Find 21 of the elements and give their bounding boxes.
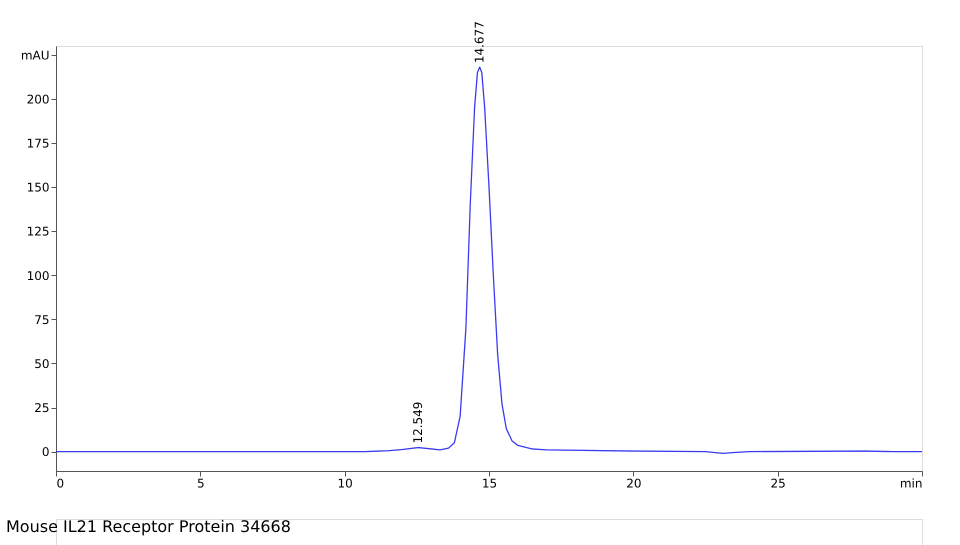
y-tick-label: 125 bbox=[26, 224, 50, 239]
y-tick-label: mAU bbox=[20, 48, 50, 62]
annotation: 12.549 bbox=[411, 402, 426, 444]
y-tick-label: 75 bbox=[34, 312, 50, 327]
x-tick-label: 25 bbox=[770, 476, 786, 490]
annotation: 14.677 bbox=[472, 21, 487, 64]
x-tick-label: 15 bbox=[482, 476, 498, 490]
text: Mouse IL21 Receptor Protein 34668 bbox=[6, 517, 291, 536]
y-tick-label: 100 bbox=[26, 268, 50, 283]
y-tick-label: 25 bbox=[34, 401, 50, 416]
x-tick-label: 0 bbox=[56, 476, 64, 490]
y-tick-label: 200 bbox=[26, 92, 50, 106]
x-tick-label: 20 bbox=[626, 476, 642, 490]
y-tick-label: 150 bbox=[26, 180, 50, 195]
y-tick-label: 50 bbox=[34, 356, 50, 371]
x-tick-label: 5 bbox=[197, 476, 205, 490]
y-tick-label: 175 bbox=[26, 136, 50, 150]
x-tick-label: 10 bbox=[338, 476, 353, 490]
x-tick-label: min bbox=[900, 476, 922, 490]
y-tick-label: 0 bbox=[42, 445, 50, 460]
line-series bbox=[56, 66, 922, 454]
